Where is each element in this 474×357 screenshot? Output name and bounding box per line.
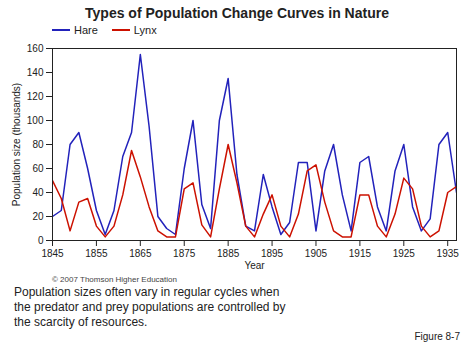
- html-text:the scarcity of resources.: the scarcity of resources.: [14, 315, 148, 329]
- svg-text:20: 20: [32, 211, 44, 222]
- svg-text:Population size (thousands): Population size (thousands): [11, 83, 22, 206]
- html-text:Population sizes often vary in: Population sizes often vary in regular c…: [14, 285, 280, 299]
- svg-text:1845: 1845: [41, 248, 64, 259]
- svg-text:40: 40: [32, 187, 44, 198]
- html-text:Figure 8-7: Figure 8-7: [414, 331, 460, 342]
- svg-text:80: 80: [32, 139, 44, 150]
- svg-text:100: 100: [27, 115, 44, 126]
- svg-text:1855: 1855: [85, 248, 108, 259]
- svg-text:0: 0: [38, 235, 44, 246]
- svg-text:1875: 1875: [173, 248, 196, 259]
- svg-text:1925: 1925: [393, 248, 416, 259]
- svg-text:160: 160: [27, 43, 44, 54]
- svg-text:1895: 1895: [261, 248, 284, 259]
- svg-text:60: 60: [32, 163, 44, 174]
- html-text:Types of Population Change Cur: Types of Population Change Curves in Nat…: [85, 5, 389, 21]
- svg-text:Year: Year: [244, 260, 265, 271]
- svg-text:1935: 1935: [437, 248, 460, 259]
- svg-text:1905: 1905: [305, 248, 328, 259]
- svg-text:1915: 1915: [349, 248, 372, 259]
- svg-text:1885: 1885: [217, 248, 240, 259]
- html-text:the predator and prey populati: the predator and prey populations are co…: [14, 300, 286, 314]
- svg-text:1865: 1865: [129, 248, 152, 259]
- svg-text:120: 120: [27, 91, 44, 102]
- html-text:Hare: Hare: [74, 24, 98, 36]
- html-text:Lynx: Lynx: [133, 24, 157, 36]
- svg-text:140: 140: [27, 67, 44, 78]
- html-text:© 2007 Thomson Higher Educatio: © 2007 Thomson Higher Education: [52, 275, 177, 284]
